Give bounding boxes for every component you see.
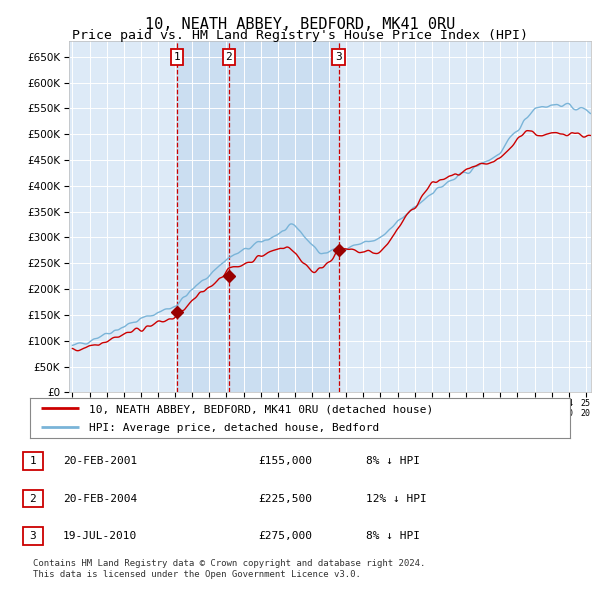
Text: 3: 3 xyxy=(335,52,342,62)
Text: 2: 2 xyxy=(29,494,37,503)
Text: 3: 3 xyxy=(29,531,37,541)
Text: £275,000: £275,000 xyxy=(258,531,312,541)
Bar xyxy=(178,41,338,392)
Text: 20-FEB-2004: 20-FEB-2004 xyxy=(63,494,137,503)
Text: 1: 1 xyxy=(29,456,37,466)
Text: 8% ↓ HPI: 8% ↓ HPI xyxy=(366,531,420,541)
Text: Contains HM Land Registry data © Crown copyright and database right 2024.
This d: Contains HM Land Registry data © Crown c… xyxy=(33,559,425,579)
Text: 2: 2 xyxy=(226,52,232,62)
Text: 8% ↓ HPI: 8% ↓ HPI xyxy=(366,456,420,466)
Text: Price paid vs. HM Land Registry's House Price Index (HPI): Price paid vs. HM Land Registry's House … xyxy=(72,30,528,42)
Text: £155,000: £155,000 xyxy=(258,456,312,466)
Text: 10, NEATH ABBEY, BEDFORD, MK41 0RU (detached house): 10, NEATH ABBEY, BEDFORD, MK41 0RU (deta… xyxy=(89,405,434,415)
Text: 1: 1 xyxy=(174,52,181,62)
Text: 20-FEB-2001: 20-FEB-2001 xyxy=(63,456,137,466)
Text: HPI: Average price, detached house, Bedford: HPI: Average price, detached house, Bedf… xyxy=(89,423,380,433)
Text: 10, NEATH ABBEY, BEDFORD, MK41 0RU: 10, NEATH ABBEY, BEDFORD, MK41 0RU xyxy=(145,17,455,31)
Text: £225,500: £225,500 xyxy=(258,494,312,503)
Text: 19-JUL-2010: 19-JUL-2010 xyxy=(63,531,137,541)
Text: 12% ↓ HPI: 12% ↓ HPI xyxy=(366,494,427,503)
